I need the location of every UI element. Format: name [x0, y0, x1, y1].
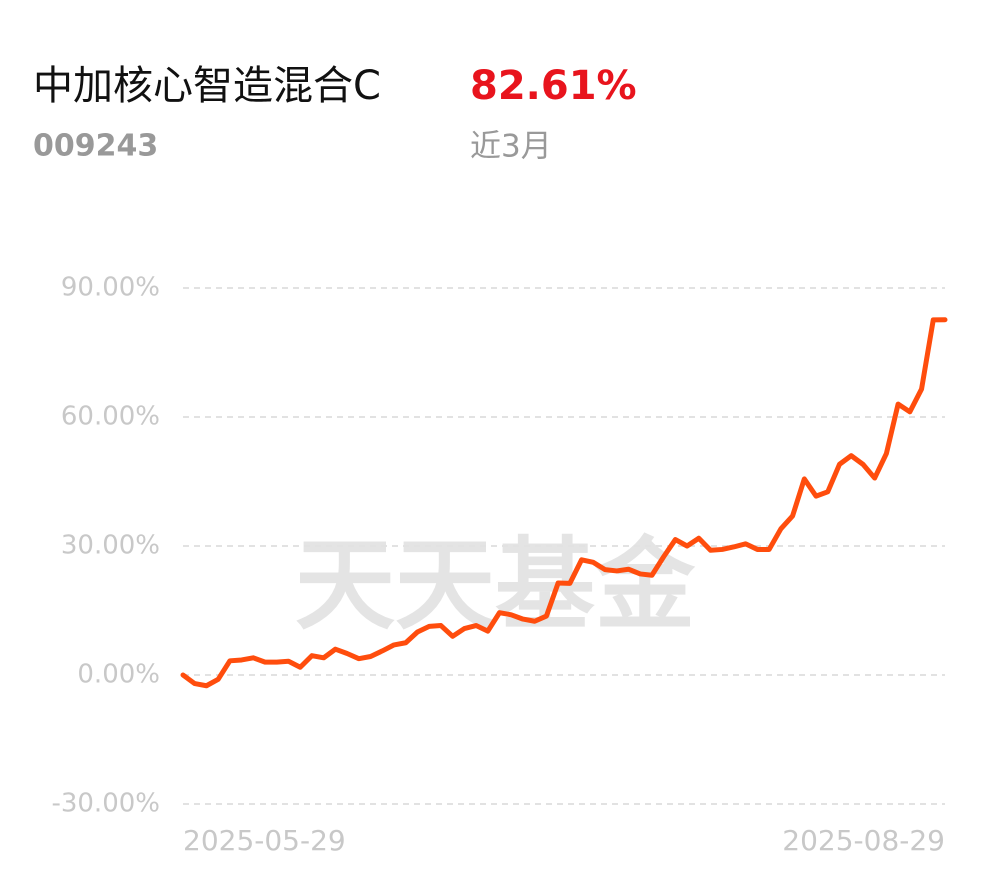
period: 近3月 — [470, 129, 552, 165]
y-tick-label: 90.00% — [61, 273, 160, 303]
watermark: 天天基金 — [295, 526, 696, 643]
x-tick-label: 2025-05-29 — [183, 824, 346, 857]
fund-code: 009243 — [33, 129, 158, 164]
fund-title: 中加核心智造混合C — [33, 63, 381, 109]
y-tick-label: 60.00% — [61, 402, 160, 432]
x-tick-label: 2025-08-29 — [782, 824, 945, 857]
series-line — [180, 317, 948, 689]
y-tick-label: 30.00% — [61, 531, 160, 561]
fund-return: 82.61% — [470, 63, 637, 109]
y-tick-label: 0.00% — [77, 660, 160, 690]
y-tick-label: -30.00% — [51, 789, 160, 819]
